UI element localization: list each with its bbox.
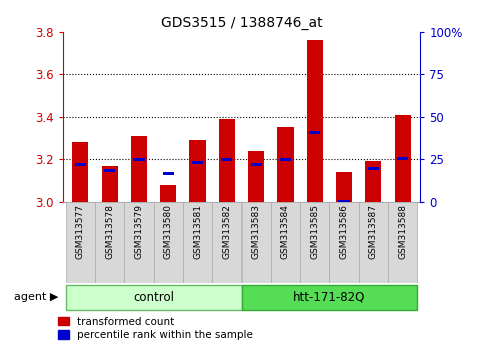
Bar (329, 202, 359, 283)
Bar (131, 136, 147, 202)
Bar (309, 131, 320, 134)
Bar (251, 163, 262, 166)
Bar (95, 202, 124, 283)
Bar (336, 172, 352, 202)
Bar (104, 170, 115, 172)
Legend: transformed count, percentile rank within the sample: transformed count, percentile rank withi… (58, 317, 253, 340)
Bar (300, 202, 329, 283)
Text: htt-171-82Q: htt-171-82Q (293, 291, 366, 304)
Bar (221, 158, 232, 161)
Bar (242, 202, 271, 283)
Text: GSM313581: GSM313581 (193, 204, 202, 259)
Text: GSM313587: GSM313587 (369, 204, 378, 259)
Text: GSM313580: GSM313580 (164, 204, 173, 259)
Bar (271, 202, 300, 283)
Bar (219, 119, 235, 202)
Bar (339, 200, 350, 203)
Text: GSM313586: GSM313586 (340, 204, 349, 259)
Bar (75, 163, 86, 166)
Bar (212, 202, 242, 283)
Bar (133, 158, 144, 161)
Bar (365, 161, 382, 202)
Bar (307, 40, 323, 202)
Bar (124, 202, 154, 283)
Bar (359, 202, 388, 283)
Bar (189, 140, 206, 202)
Text: GSM313584: GSM313584 (281, 204, 290, 259)
Text: GSM313585: GSM313585 (310, 204, 319, 259)
Bar (66, 285, 242, 310)
Bar (277, 127, 294, 202)
Bar (72, 142, 88, 202)
Bar (248, 151, 264, 202)
Bar (395, 115, 411, 202)
Text: GDS3515 / 1388746_at: GDS3515 / 1388746_at (161, 16, 322, 30)
Bar (163, 172, 174, 175)
Text: GSM313583: GSM313583 (252, 204, 261, 259)
Bar (388, 202, 417, 283)
Text: GSM313588: GSM313588 (398, 204, 407, 259)
Bar (280, 158, 291, 161)
Bar (242, 285, 417, 310)
Bar (183, 202, 212, 283)
Bar (192, 161, 203, 164)
Text: agent ▶: agent ▶ (14, 292, 59, 302)
Bar (160, 185, 176, 202)
Text: GSM313577: GSM313577 (76, 204, 85, 259)
Bar (66, 202, 95, 283)
Bar (154, 202, 183, 283)
Text: GSM313579: GSM313579 (134, 204, 143, 259)
Text: GSM313578: GSM313578 (105, 204, 114, 259)
Text: GSM313582: GSM313582 (222, 204, 231, 259)
Bar (368, 167, 379, 170)
Bar (397, 157, 408, 160)
Text: control: control (133, 291, 174, 304)
Bar (101, 166, 118, 202)
